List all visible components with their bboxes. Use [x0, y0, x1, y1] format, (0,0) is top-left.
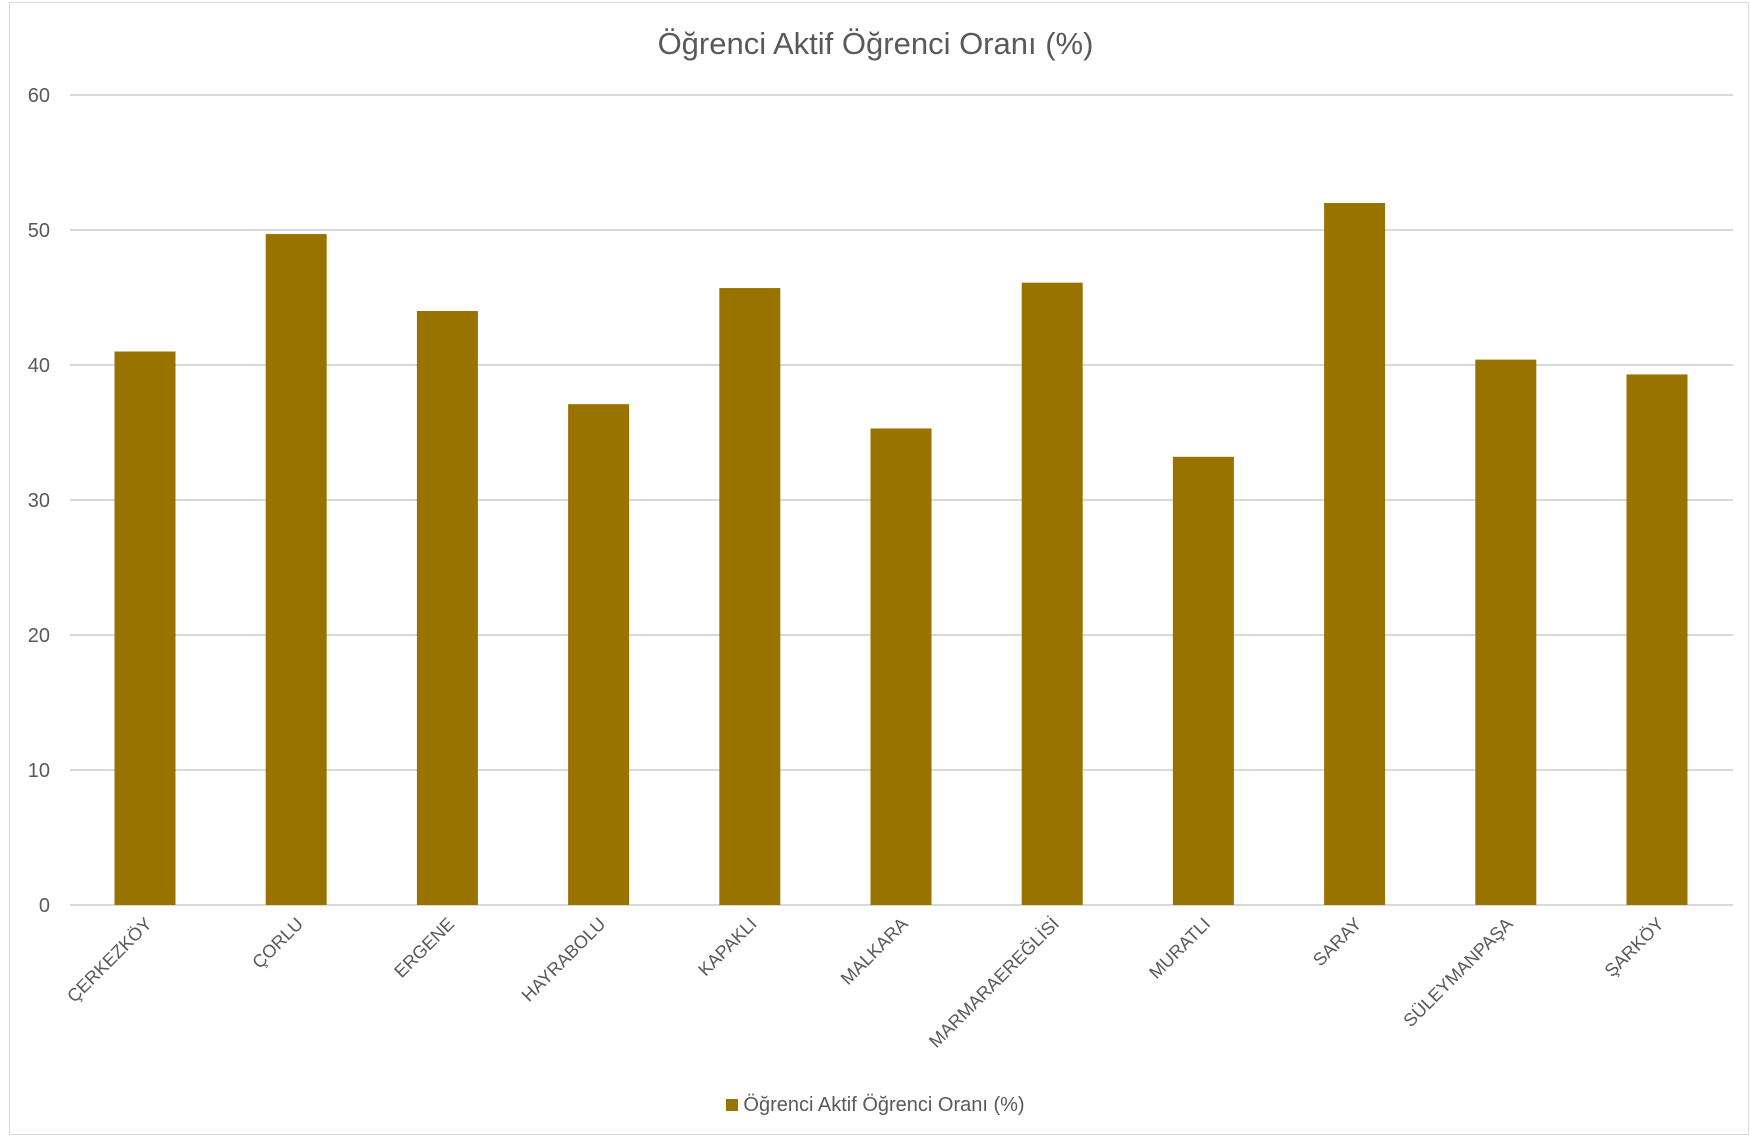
bar	[719, 288, 781, 905]
x-tick-label: ERGENE	[390, 914, 458, 982]
x-tick-label: ŞARKÖY	[1601, 914, 1668, 981]
bar	[114, 351, 176, 905]
x-tick-label: SÜLEYMANPAŞA	[1399, 914, 1516, 1031]
bar	[1324, 203, 1386, 905]
y-tick-label: 0	[39, 895, 50, 917]
bar	[870, 428, 932, 905]
x-tick-label: MURATLI	[1145, 914, 1214, 983]
bar	[1021, 282, 1083, 905]
bar	[1475, 359, 1537, 906]
x-tick-label: KAPAKLI	[694, 914, 760, 980]
x-tick-label: MARMARAEREĞLİSİ	[924, 913, 1063, 1052]
x-tick-label: ÇERKEZKÖY	[63, 914, 156, 1007]
bar	[1172, 456, 1234, 905]
legend: Öğrenci Aktif Öğrenci Oranı (%)	[0, 1094, 1751, 1117]
legend-label: Öğrenci Aktif Öğrenci Oranı (%)	[743, 1094, 1025, 1116]
y-tick-label: 50	[28, 220, 50, 242]
bar	[1626, 374, 1688, 905]
chart-title: Öğrenci Aktif Öğrenci Oranı (%)	[657, 26, 1094, 61]
y-tick-label: 10	[28, 760, 50, 782]
y-tick-label: 60	[28, 85, 50, 107]
y-tick-label: 30	[28, 490, 50, 512]
bar	[265, 234, 327, 906]
x-tick-label: HAYRABOLU	[518, 914, 610, 1006]
x-tick-label: ÇORLU	[248, 914, 307, 973]
x-tick-label: SARAY	[1309, 914, 1365, 970]
legend-swatch	[726, 1099, 739, 1111]
y-tick-label: 20	[28, 625, 50, 647]
bar	[568, 404, 630, 905]
x-tick-label: MALKARA	[837, 914, 912, 989]
bar	[416, 311, 478, 905]
y-tick-label: 40	[28, 355, 50, 377]
